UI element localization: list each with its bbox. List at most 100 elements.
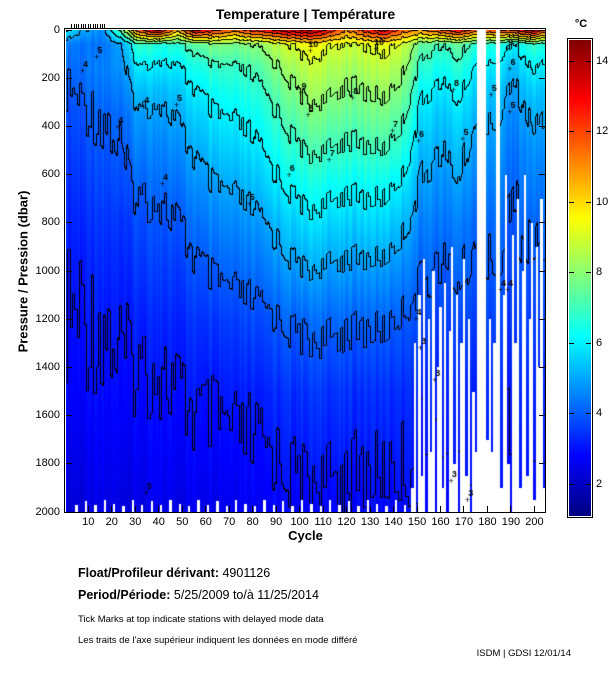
y-tick-label: 2000 xyxy=(35,505,60,518)
colorbar-tick-mark xyxy=(569,413,574,415)
x-tick-label: 200 xyxy=(525,516,544,528)
colorbar-tick-label: 14 xyxy=(596,54,609,67)
x-tick-label: 100 xyxy=(290,516,309,528)
float-id-line: Float/Profileur dérivant: 4901126 xyxy=(78,566,270,580)
y-tick-label: 1600 xyxy=(35,409,60,422)
delayed-mode-tick xyxy=(92,24,94,29)
x-tick-label: 140 xyxy=(384,516,403,528)
y-tick-mark-right xyxy=(539,463,545,465)
x-tick-label: 40 xyxy=(152,516,165,528)
colorbar-unit-label: °C xyxy=(574,18,588,30)
x-tick-mark xyxy=(158,506,160,512)
x-tick-mark xyxy=(299,506,301,512)
x-tick-label: 180 xyxy=(478,516,497,528)
x-tick-mark xyxy=(111,506,113,512)
y-tick-mark xyxy=(66,222,72,224)
colorbar-tick-mark-right xyxy=(586,272,591,274)
colorbar-tick-label: 4 xyxy=(596,407,603,420)
x-tick-label: 70 xyxy=(223,516,236,528)
period-label: Period/Période: xyxy=(78,588,171,602)
x-tick-label: 20 xyxy=(105,516,118,528)
float-id-value: 4901126 xyxy=(219,566,271,580)
colorbar-tick-mark-right xyxy=(586,201,591,203)
y-tick-label: 400 xyxy=(41,119,60,132)
x-tick-mark xyxy=(463,506,465,512)
y-tick-label: 1400 xyxy=(35,360,60,373)
delayed-mode-tick xyxy=(78,24,80,29)
x-tick-label: 60 xyxy=(199,516,212,528)
colorbar-tick-label: 12 xyxy=(596,125,609,138)
x-tick-mark xyxy=(228,506,230,512)
colorbar-tick-label: 8 xyxy=(596,266,603,279)
y-tick-mark xyxy=(66,125,72,127)
plot-title: Temperature | Température xyxy=(215,6,396,22)
colorbar-tick-mark-right xyxy=(586,60,591,62)
colorbar-tick-mark-right xyxy=(586,413,591,415)
y-tick-label: 0 xyxy=(53,23,60,36)
x-tick-label: 30 xyxy=(129,516,142,528)
x-tick-mark xyxy=(252,506,254,512)
y-tick-mark xyxy=(66,366,72,368)
y-tick-mark-right xyxy=(539,511,545,513)
delayed-mode-tick xyxy=(101,24,103,29)
delayed-mode-tick xyxy=(99,24,101,29)
x-tick-mark xyxy=(393,506,395,512)
y-tick-mark xyxy=(66,29,72,31)
colorbar-tick-mark-right xyxy=(586,131,591,133)
period-line: Period/Période: 5/25/2009 to/à 11/25/201… xyxy=(78,588,319,602)
delayed-mode-tick xyxy=(73,24,75,29)
x-tick-mark xyxy=(205,506,207,512)
y-tick-label: 200 xyxy=(41,71,60,84)
y-tick-label: 1000 xyxy=(35,264,60,277)
delayed-mode-tick xyxy=(90,24,92,29)
y-tick-mark xyxy=(66,463,72,465)
y-tick-mark-right xyxy=(539,415,545,417)
x-tick-mark xyxy=(416,506,418,512)
y-tick-label: 1800 xyxy=(35,457,60,470)
note-french: Les traits de l'axe supérieur indiquent … xyxy=(78,635,358,646)
delayed-mode-tick xyxy=(80,24,82,29)
x-tick-mark xyxy=(440,506,441,512)
y-tick-mark xyxy=(66,270,72,272)
delayed-mode-tick xyxy=(87,24,89,29)
colorbar-tick-mark xyxy=(569,342,574,344)
x-tick-label: 170 xyxy=(454,516,474,528)
float-id-label: Float/Profileur dérivant: xyxy=(78,566,219,580)
x-tick-label: 50 xyxy=(176,516,189,528)
x-tick-label: 110 xyxy=(314,516,332,528)
delayed-mode-tick xyxy=(76,24,78,29)
y-tick-mark-right xyxy=(539,270,545,272)
colorbar-tick-mark xyxy=(569,272,574,274)
x-tick-mark xyxy=(134,506,136,512)
delayed-mode-tick xyxy=(94,24,96,29)
delayed-mode-tick xyxy=(85,24,87,29)
colorbar-tick-label: 10 xyxy=(596,195,609,208)
x-tick-label: 150 xyxy=(407,516,427,528)
x-tick-label: 120 xyxy=(337,516,356,528)
x-tick-mark xyxy=(87,506,89,512)
y-tick-mark-right xyxy=(539,366,545,368)
y-tick-mark xyxy=(66,174,72,176)
colorbar-tick-label: 2 xyxy=(596,477,603,490)
x-tick-label: 80 xyxy=(246,516,259,528)
note-english: Tick Marks at top indicate stations with… xyxy=(78,614,324,625)
x-tick-mark xyxy=(510,506,512,512)
x-tick-mark xyxy=(346,506,348,512)
x-tick-label: 190 xyxy=(501,516,521,528)
delayed-mode-tick xyxy=(71,24,73,29)
x-tick-label: 160 xyxy=(431,516,450,528)
x-tick-mark xyxy=(533,506,535,512)
y-tick-mark-right xyxy=(539,125,545,127)
x-tick-mark xyxy=(275,506,277,512)
period-value: 5/25/2009 to/à 11/25/2014 xyxy=(170,588,319,602)
delayed-mode-tick xyxy=(97,24,99,29)
colorbar-canvas xyxy=(569,40,591,516)
x-tick-mark xyxy=(322,506,324,512)
x-tick-mark xyxy=(486,506,488,512)
delayed-mode-tick xyxy=(104,24,106,29)
x-tick-label: 90 xyxy=(270,516,283,528)
x-tick-label: 10 xyxy=(82,516,95,528)
y-tick-mark-right xyxy=(539,318,545,320)
temperature-heatmap-canvas xyxy=(66,30,545,512)
